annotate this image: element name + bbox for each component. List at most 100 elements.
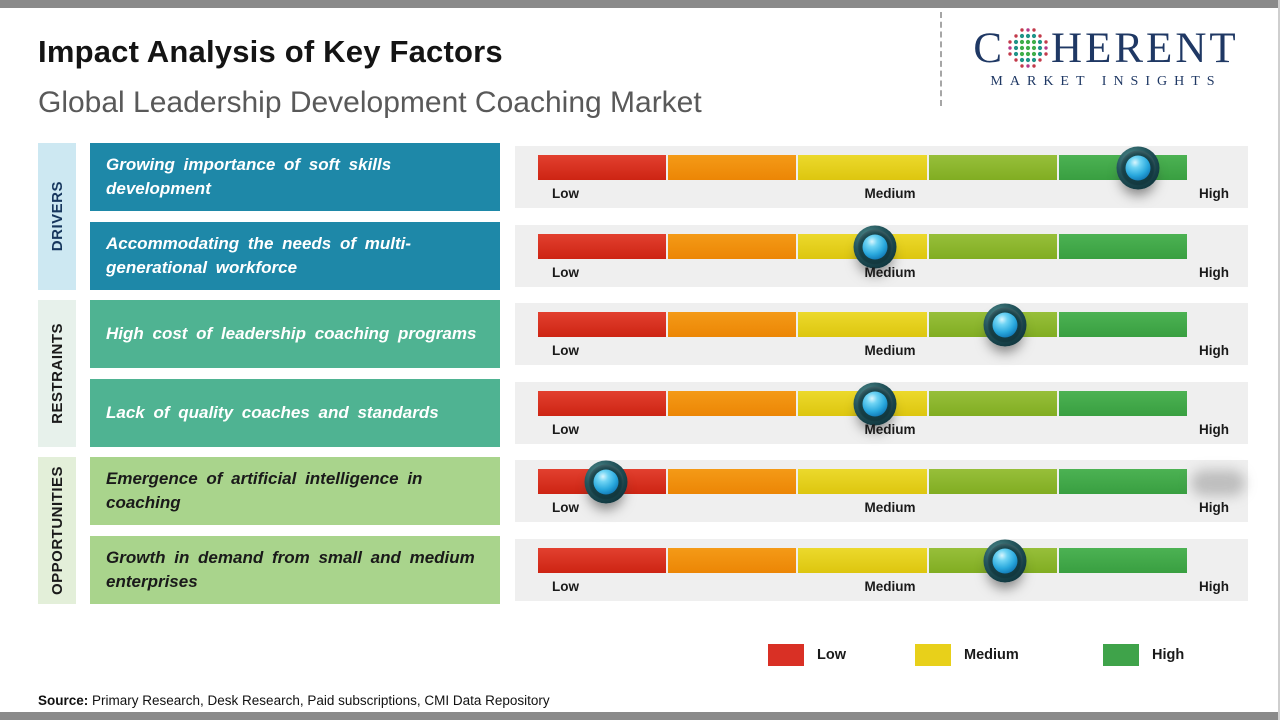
scale-label-medium: Medium bbox=[864, 500, 916, 515]
source-text: Primary Research, Desk Research, Paid su… bbox=[88, 693, 550, 708]
impact-row: Lack of quality coaches and standards Low… bbox=[90, 379, 1248, 447]
scale-label-medium: Medium bbox=[864, 186, 916, 201]
scale-segment-red bbox=[538, 312, 667, 337]
scale-label-high: High bbox=[1199, 343, 1229, 358]
scale-label-high: High bbox=[1199, 265, 1229, 280]
category-label-drivers: DRIVERS bbox=[48, 181, 66, 252]
impact-row: High cost of leadership coaching program… bbox=[90, 300, 1248, 368]
coherent-globe-icon bbox=[1008, 28, 1048, 68]
scale-segment-yellow-green bbox=[928, 234, 1057, 259]
legend-item-high: High bbox=[1103, 644, 1184, 666]
scale-label-low: Low bbox=[552, 186, 579, 201]
scale-segment-green bbox=[1058, 548, 1188, 573]
scale-label-medium: Medium bbox=[864, 422, 916, 437]
factor-group-opportunities: OPPORTUNITIES Emergence of artificial int… bbox=[38, 457, 1248, 604]
scale-segment-orange bbox=[668, 548, 797, 573]
legend-label: Medium bbox=[964, 647, 1019, 663]
scale-segment-orange bbox=[668, 312, 797, 337]
impact-marker bbox=[983, 539, 1027, 582]
impact-scale-bar bbox=[538, 460, 1188, 503]
scale-label-low: Low bbox=[552, 343, 579, 358]
impact-marker bbox=[983, 303, 1027, 346]
scale-segment-red bbox=[538, 155, 667, 180]
source-label: Source: bbox=[38, 693, 89, 708]
group-rows-restraints: High cost of leadership coaching program… bbox=[90, 300, 1248, 447]
scale-segment-green bbox=[1058, 469, 1188, 494]
legend-label: High bbox=[1152, 647, 1185, 663]
scale-label-low: Low bbox=[552, 265, 579, 280]
legend-swatch-low bbox=[768, 644, 804, 666]
scale-label-low: Low bbox=[552, 579, 579, 594]
factor-text: Growing importance of soft skills develo… bbox=[106, 154, 392, 198]
impact-scale-bar bbox=[538, 382, 1188, 425]
factor-box: Accommodating the needs of multi-generat… bbox=[90, 222, 500, 290]
scale-segment-orange bbox=[668, 234, 797, 259]
logo-divider bbox=[940, 12, 942, 106]
category-strip-restraints: RESTRAINTS bbox=[38, 300, 76, 447]
scale-segment-yellow bbox=[798, 548, 927, 573]
legend-swatch-medium bbox=[915, 644, 951, 666]
impact-groups: DRIVERS Growing importance of soft skills… bbox=[38, 143, 1248, 614]
factor-group-drivers: DRIVERS Growing importance of soft skills… bbox=[38, 143, 1248, 290]
shadow-artifact bbox=[1191, 470, 1245, 496]
legend-item-low: Low bbox=[768, 644, 846, 666]
group-rows-drivers: Growing importance of soft skills develo… bbox=[90, 143, 1248, 290]
scale-segment-orange bbox=[668, 391, 797, 416]
impact-scale-bar bbox=[538, 146, 1188, 189]
top-border-strip bbox=[0, 0, 1278, 8]
scale-segment-orange bbox=[668, 469, 797, 494]
factor-text: Growth in demand from small and medium e… bbox=[106, 547, 475, 591]
impact-scale-bar bbox=[538, 539, 1188, 582]
scale-segment-red bbox=[538, 548, 667, 573]
impact-marker bbox=[1116, 146, 1160, 189]
scale-segment-red bbox=[538, 234, 667, 259]
scale-label-medium: Medium bbox=[864, 343, 916, 358]
logo-tagline: MARKET INSIGHTS bbox=[990, 74, 1222, 89]
impact-row: Accommodating the needs of multi-generat… bbox=[90, 222, 1248, 290]
scale-label-low: Low bbox=[552, 422, 579, 437]
coherent-logo: C HERENT MARKET INSIGHTS bbox=[956, 26, 1256, 90]
scale-segment-yellow-green bbox=[928, 391, 1057, 416]
impact-scale-row: Low Medium High bbox=[515, 460, 1248, 522]
scale-segment-orange bbox=[668, 155, 797, 180]
category-label-opportunities: OPPORTUNITIES bbox=[48, 465, 66, 595]
factor-box: Growth in demand from small and medium e… bbox=[90, 536, 500, 604]
logo-wordmark: C HERENT bbox=[956, 26, 1256, 70]
impact-scale-row: Low Medium High bbox=[515, 303, 1248, 365]
logo-letters-herent: HERENT bbox=[1051, 24, 1239, 72]
impact-row: Emergence of artificial intelligence in … bbox=[90, 457, 1248, 525]
scale-segment-yellow bbox=[798, 469, 927, 494]
scale-segment-yellow bbox=[798, 312, 927, 337]
scale-label-high: High bbox=[1199, 186, 1229, 201]
impact-marker bbox=[853, 382, 897, 425]
impact-scale-bar bbox=[538, 303, 1188, 346]
scale-segment-red bbox=[538, 391, 667, 416]
factor-box: Growing importance of soft skills develo… bbox=[90, 143, 500, 211]
group-rows-opportunities: Emergence of artificial intelligence in … bbox=[90, 457, 1248, 604]
factor-group-restraints: RESTRAINTS High cost of leadership coachi… bbox=[38, 300, 1248, 447]
logo-letter-c: C bbox=[973, 24, 1006, 72]
factor-text: Emergence of artificial intelligence in … bbox=[106, 468, 423, 512]
page-subtitle: Global Leadership Development Coaching M… bbox=[38, 86, 702, 119]
impact-scale-row: Low Medium High bbox=[515, 539, 1248, 601]
scale-segment-green bbox=[1058, 234, 1188, 259]
legend-item-medium: Medium bbox=[915, 644, 1019, 666]
impact-scale-bar bbox=[538, 225, 1188, 268]
impact-scale-row: Low Medium High bbox=[515, 146, 1248, 208]
scale-segment-yellow-green bbox=[928, 155, 1057, 180]
scale-segment-yellow-green bbox=[928, 469, 1057, 494]
scale-segment-yellow bbox=[798, 155, 927, 180]
impact-scale-row: Low Medium High bbox=[515, 225, 1248, 287]
impact-scale-row: Low Medium High bbox=[515, 382, 1248, 444]
category-strip-opportunities: OPPORTUNITIES bbox=[38, 457, 76, 604]
factor-box: Emergence of artificial intelligence in … bbox=[90, 457, 500, 525]
category-strip-drivers: DRIVERS bbox=[38, 143, 76, 290]
scale-label-medium: Medium bbox=[864, 265, 916, 280]
factor-text: Lack of quality coaches and standards bbox=[106, 402, 439, 422]
scale-segment-green bbox=[1058, 391, 1188, 416]
scale-label-low: Low bbox=[552, 500, 579, 515]
bottom-border-strip bbox=[0, 712, 1278, 720]
factor-text: High cost of leadership coaching program… bbox=[106, 323, 477, 343]
source-note: Source: Primary Research, Desk Research,… bbox=[38, 693, 550, 708]
